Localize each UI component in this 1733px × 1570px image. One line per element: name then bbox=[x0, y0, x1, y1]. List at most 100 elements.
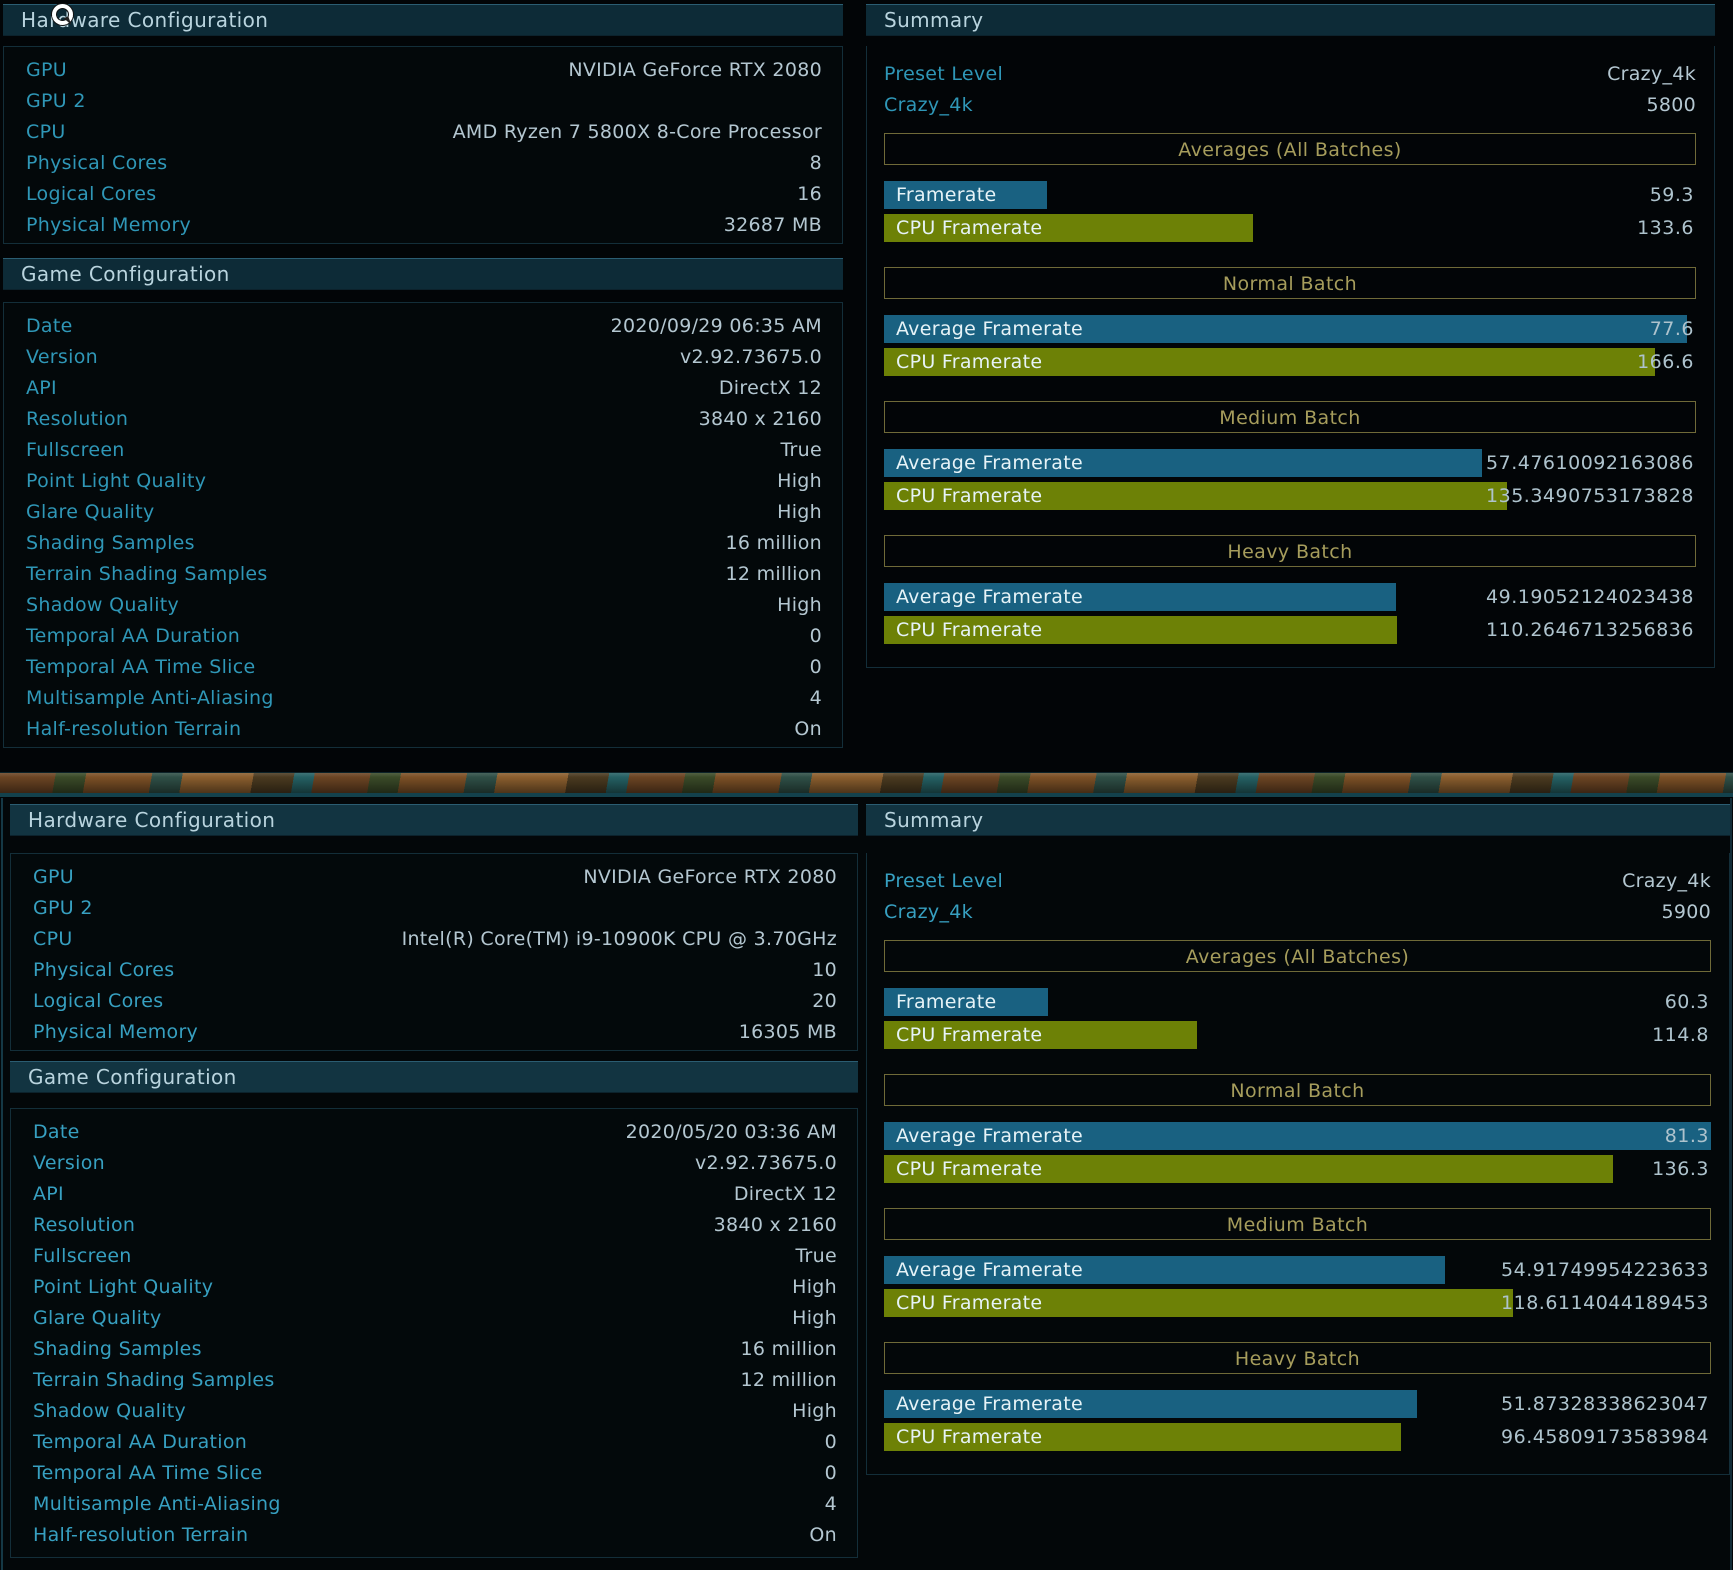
bar-label: CPU Framerate bbox=[896, 1158, 1043, 1180]
config-row-label: Point Light Quality bbox=[26, 469, 207, 492]
summary-panel: Preset Level Crazy_4k Crazy_4k 5900 Aver… bbox=[866, 853, 1730, 1475]
summary-header: Summary bbox=[866, 4, 1715, 36]
hardware-config-header: Hardware Configuration bbox=[3, 4, 843, 36]
config-row-label: GPU 2 bbox=[26, 89, 86, 112]
config-row: Fullscreen True bbox=[4, 434, 842, 465]
config-row-label: Glare Quality bbox=[33, 1306, 162, 1329]
score-value: 5900 bbox=[1661, 900, 1711, 923]
hardware-config-header: Hardware Configuration bbox=[10, 804, 858, 836]
framerate-bar-row: CPU Framerate 118.6114044189453 bbox=[884, 1289, 1711, 1317]
framerate-bar-row: Average Framerate 51.87328338623047 bbox=[884, 1390, 1711, 1418]
bar-label: CPU Framerate bbox=[896, 1024, 1043, 1046]
bar-value: 114.8 bbox=[1652, 1024, 1709, 1046]
config-row-value: 10 bbox=[812, 958, 837, 981]
config-row-value: v2.92.73675.0 bbox=[694, 1151, 837, 1174]
config-row-label: Half-resolution Terrain bbox=[33, 1523, 249, 1546]
config-row-value: 16 bbox=[797, 182, 822, 205]
bar-label: Framerate bbox=[896, 184, 997, 206]
config-row-value: DirectX 12 bbox=[733, 1182, 837, 1205]
config-row-label: Logical Cores bbox=[26, 182, 157, 205]
config-row: Point Light Quality High bbox=[4, 465, 842, 496]
batch-section-header: Averages (All Batches) bbox=[884, 940, 1711, 972]
config-row: Temporal AA Duration 0 bbox=[11, 1426, 857, 1457]
bar-value: 77.6 bbox=[1649, 318, 1694, 340]
config-row: Physical Memory 32687 MB bbox=[4, 209, 842, 240]
summary-header: Summary bbox=[866, 804, 1730, 836]
preset-level-label: Preset Level bbox=[884, 869, 1004, 892]
summary-column: Summary Preset Level Crazy_4k Crazy_4k 5… bbox=[866, 0, 1715, 772]
framerate-bar-row: CPU Framerate 133.6 bbox=[884, 214, 1696, 242]
config-row-label: Shadow Quality bbox=[26, 593, 180, 616]
config-row-value: High bbox=[792, 1399, 837, 1422]
config-row-value: 12 million bbox=[740, 1368, 837, 1391]
framerate-bar: Average Framerate bbox=[884, 315, 1688, 343]
bar-label: Average Framerate bbox=[896, 452, 1083, 474]
framerate-bar: Average Framerate bbox=[884, 583, 1397, 611]
score-label: Crazy_4k bbox=[884, 900, 973, 923]
cpu-framerate-bar: CPU Framerate bbox=[884, 1021, 1198, 1049]
batch-section-header: Normal Batch bbox=[884, 1074, 1711, 1106]
batch-bars: Average Framerate 49.19052124023438 CPU Fr… bbox=[884, 583, 1696, 644]
config-row-value: 32687 MB bbox=[723, 213, 822, 236]
config-row-label: Date bbox=[26, 314, 73, 337]
config-row-label: Physical Cores bbox=[33, 958, 175, 981]
config-row-label: API bbox=[33, 1182, 64, 1205]
summary-panel: Preset Level Crazy_4k Crazy_4k 5800 Aver… bbox=[866, 46, 1715, 668]
preset-level-row: Preset Level Crazy_4k bbox=[884, 58, 1696, 89]
config-row-label: Shading Samples bbox=[26, 531, 195, 554]
batch-sections: Averages (All Batches) Framerate 59.3 CPU F… bbox=[884, 133, 1696, 644]
config-row-value: v2.92.73675.0 bbox=[679, 345, 822, 368]
config-row-value: 8 bbox=[809, 151, 822, 174]
bar-label: Average Framerate bbox=[896, 1259, 1083, 1281]
benchmark-run-intel: Hardware Configuration GPU NVIDIA GeForce… bbox=[0, 798, 1733, 1570]
config-row-value: 4 bbox=[824, 1492, 837, 1515]
framerate-bar-row: CPU Framerate 135.3490753173828 bbox=[884, 482, 1696, 510]
score-label: Crazy_4k bbox=[884, 93, 973, 116]
config-row: Version v2.92.73675.0 bbox=[4, 341, 842, 372]
config-row-label: Resolution bbox=[26, 407, 129, 430]
config-row: API DirectX 12 bbox=[4, 372, 842, 403]
bar-value: 60.3 bbox=[1664, 991, 1709, 1013]
config-row-value: High bbox=[777, 593, 822, 616]
config-row-value: 4 bbox=[809, 686, 822, 709]
preset-level-value: Crazy_4k bbox=[1622, 869, 1711, 892]
config-row: Terrain Shading Samples 12 million bbox=[11, 1364, 857, 1395]
config-row-label: Fullscreen bbox=[33, 1244, 132, 1267]
bar-label: CPU Framerate bbox=[896, 217, 1043, 239]
config-row-label: Shadow Quality bbox=[33, 1399, 187, 1422]
game-config-header: Game Configuration bbox=[10, 1061, 858, 1093]
bar-label: Average Framerate bbox=[896, 586, 1083, 608]
game-config-header: Game Configuration bbox=[3, 258, 843, 290]
bar-label: Average Framerate bbox=[896, 1125, 1083, 1147]
config-row-label: Point Light Quality bbox=[33, 1275, 214, 1298]
batch-bars: Average Framerate 54.91749954223633 CPU Fr… bbox=[884, 1256, 1711, 1317]
config-row: Shadow Quality High bbox=[11, 1395, 857, 1426]
bar-label: Framerate bbox=[896, 991, 997, 1013]
config-row: GPU NVIDIA GeForce RTX 2080 bbox=[4, 54, 842, 85]
config-row: Point Light Quality High bbox=[11, 1271, 857, 1302]
config-row-label: Temporal AA Time Slice bbox=[26, 655, 256, 678]
config-row-value: 3840 x 2160 bbox=[698, 407, 822, 430]
config-row: Half-resolution Terrain On bbox=[4, 713, 842, 744]
framerate-bar-row: Framerate 60.3 bbox=[884, 988, 1711, 1016]
config-row-value: On bbox=[794, 717, 822, 740]
benchmark-run-amd: Hardware Configuration GPU NVIDIA GeForce… bbox=[0, 0, 1733, 772]
config-row-label: Temporal AA Time Slice bbox=[33, 1461, 263, 1484]
bar-value: 54.91749954223633 bbox=[1501, 1259, 1709, 1281]
score-value: 5800 bbox=[1646, 93, 1696, 116]
config-row-value: On bbox=[809, 1523, 837, 1546]
config-row-value: 2020/09/29 06:35 AM bbox=[610, 314, 822, 337]
batch-bars: Framerate 59.3 CPU Framerate 133.6 bbox=[884, 181, 1696, 242]
config-row-value: NVIDIA GeForce RTX 2080 bbox=[568, 58, 822, 81]
preset-level-row: Preset Level Crazy_4k bbox=[884, 865, 1711, 896]
game-config-panel: Date 2020/05/20 03:36 AM Version v2.92.7367… bbox=[10, 1108, 858, 1558]
config-row: Shading Samples 16 million bbox=[4, 527, 842, 558]
config-row-label: Version bbox=[33, 1151, 105, 1174]
config-row-value: 0 bbox=[824, 1461, 837, 1484]
cpu-framerate-bar: CPU Framerate bbox=[884, 1155, 1613, 1183]
batch-section-header: Medium Batch bbox=[884, 401, 1696, 433]
config-row-value: 16305 MB bbox=[738, 1020, 837, 1043]
cpu-framerate-bar: CPU Framerate bbox=[884, 348, 1655, 376]
config-row: GPU 2 bbox=[11, 892, 857, 923]
config-column: Hardware Configuration GPU NVIDIA GeForce… bbox=[3, 0, 843, 772]
